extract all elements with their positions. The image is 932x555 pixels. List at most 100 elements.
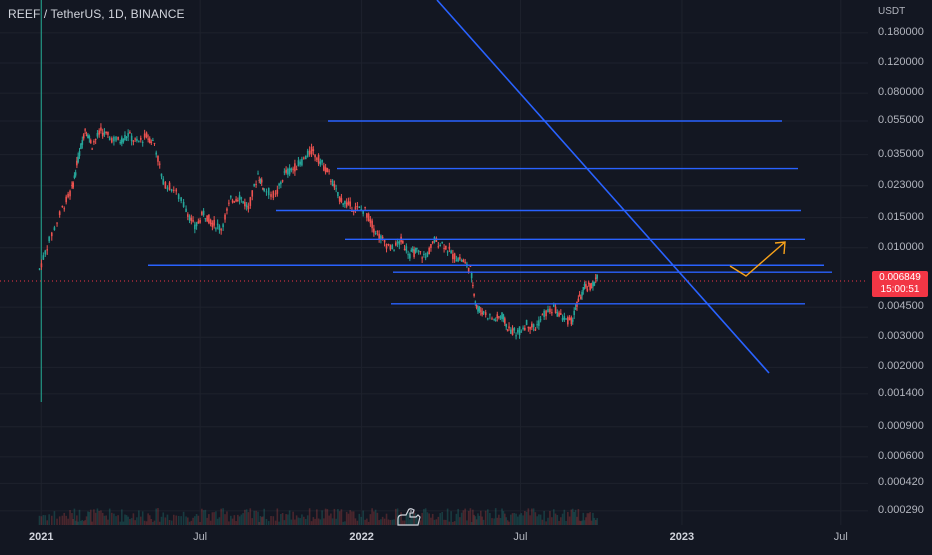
candle-body xyxy=(147,138,149,140)
volume-bar xyxy=(467,510,470,525)
candle-body xyxy=(477,308,479,312)
volume-bar xyxy=(290,519,293,525)
volume-bar xyxy=(132,513,135,525)
candle-body xyxy=(439,245,442,247)
price-axis-label: 0.000290 xyxy=(878,503,924,516)
candle-body xyxy=(522,327,524,330)
volume-bar xyxy=(360,516,363,525)
candle-body xyxy=(242,201,244,204)
candle-body xyxy=(100,127,102,131)
volume-bar xyxy=(536,516,538,525)
volume-bar xyxy=(230,515,232,525)
candle-body xyxy=(538,320,540,326)
volume-bar xyxy=(593,517,596,525)
candle-body xyxy=(44,250,47,255)
candle-body xyxy=(251,190,254,197)
volume-bar xyxy=(472,509,474,525)
volume-bar xyxy=(303,516,305,525)
volume-bar xyxy=(585,517,587,525)
candle-body xyxy=(464,261,466,263)
volume-bar xyxy=(376,512,379,525)
volume-bar xyxy=(228,521,230,525)
volume-bar xyxy=(534,512,537,525)
candle-body xyxy=(316,158,318,160)
volume-bar xyxy=(89,509,92,525)
volume-bar xyxy=(147,513,149,525)
tradingview-logo[interactable] xyxy=(396,505,422,527)
candle-body xyxy=(166,187,169,190)
price-axis-label: 0.120000 xyxy=(878,55,924,68)
candle-body xyxy=(389,244,392,250)
volume-bar xyxy=(170,520,173,525)
volume-bar xyxy=(216,518,219,525)
candle-body xyxy=(340,198,343,203)
volume-bar xyxy=(330,513,332,525)
volume-bar xyxy=(580,521,582,525)
candle-body xyxy=(385,244,388,249)
volume-bar xyxy=(272,516,275,525)
candle-body xyxy=(61,206,64,208)
candle-body xyxy=(453,253,456,260)
volume-bar xyxy=(53,511,56,525)
candle-body xyxy=(367,213,370,221)
projection-arrowhead xyxy=(774,241,786,255)
volume-bar xyxy=(342,521,344,525)
volume-bar xyxy=(84,520,86,525)
candle-body xyxy=(360,209,363,211)
volume-bar xyxy=(383,518,386,525)
volume-bar xyxy=(312,517,315,525)
volume-bar xyxy=(294,519,296,525)
symbol-title[interactable]: REEF / TetherUS, 1D, BINANCE xyxy=(8,7,185,21)
volume-bar xyxy=(374,509,377,525)
volume-bar xyxy=(578,520,581,525)
volume-bar xyxy=(475,519,478,525)
volume-bar xyxy=(80,520,82,525)
candle-body xyxy=(473,293,475,296)
volume-bar xyxy=(582,512,585,525)
volume-bar xyxy=(527,508,530,525)
volume-bar xyxy=(594,519,597,525)
candle-body xyxy=(74,172,77,176)
candle-body xyxy=(499,316,502,318)
volume-bar xyxy=(153,520,156,525)
price-axis-label: 0.055000 xyxy=(878,113,924,126)
volume-bar xyxy=(42,515,45,525)
candle-body xyxy=(371,220,373,229)
volume-bar xyxy=(431,513,434,525)
candle-body xyxy=(197,221,200,224)
candle-body xyxy=(152,140,154,142)
candle-body xyxy=(67,193,69,198)
candle-body xyxy=(586,288,589,292)
candle-body xyxy=(76,160,78,166)
volume-bar xyxy=(448,521,451,525)
price-axis-label: 0.003000 xyxy=(878,330,924,343)
candle-body xyxy=(374,233,377,235)
candle-body xyxy=(563,316,566,320)
candle-body xyxy=(257,173,259,175)
volume-bar xyxy=(549,511,551,525)
volume-bar xyxy=(48,514,50,525)
candle-body xyxy=(529,326,531,330)
candle-body xyxy=(409,254,411,259)
candle-body xyxy=(85,134,88,136)
candle-body xyxy=(158,163,161,165)
volume-bar xyxy=(283,520,286,525)
volume-bar xyxy=(177,515,180,525)
candle-body xyxy=(383,239,386,243)
volume-bar xyxy=(158,521,161,525)
volume-bar xyxy=(270,515,272,525)
candle-body xyxy=(402,240,404,244)
volume-bar xyxy=(127,516,129,525)
volume-bar xyxy=(148,515,151,525)
volume-bar xyxy=(435,519,438,525)
volume-bar xyxy=(257,511,259,525)
volume-bar xyxy=(105,515,107,525)
volume-bar xyxy=(558,520,560,525)
volume-bar xyxy=(321,510,323,525)
volume-bar xyxy=(517,516,519,525)
candle-body xyxy=(478,306,481,312)
candle-body xyxy=(570,317,573,325)
volume-bar xyxy=(85,516,88,525)
